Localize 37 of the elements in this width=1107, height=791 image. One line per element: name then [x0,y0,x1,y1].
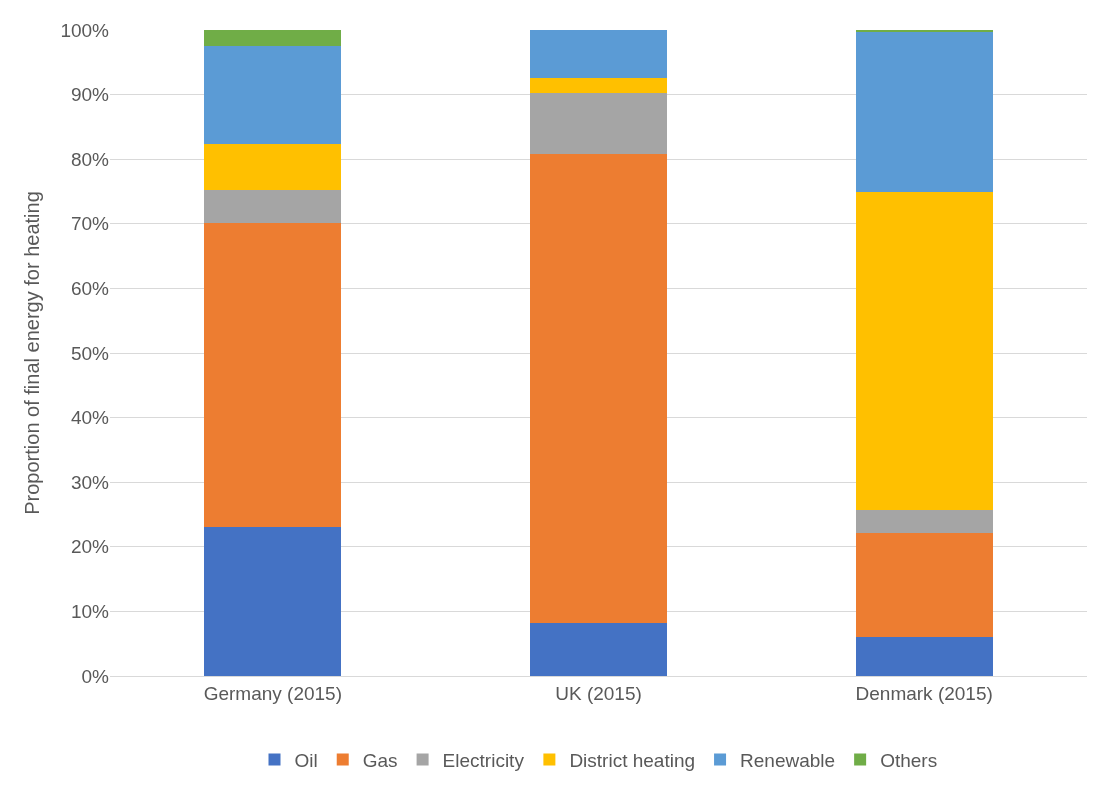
bar [204,30,342,47]
y-tick-label: 0% [81,665,110,687]
y-tick-label: 60% [70,278,110,300]
x-tick-label: UK (2015) [555,682,642,704]
bar [855,532,993,638]
legend-label: Renewable [740,749,836,771]
legend-label: District heating [569,749,696,771]
bar [530,30,667,79]
y-axis-title: Proportion of final energy for heating [20,191,43,515]
y-tick-label: 20% [70,536,110,558]
bar [204,189,342,223]
y-tick-label: 80% [70,148,110,170]
bar [530,154,667,624]
legend-label: Gas [362,749,398,771]
x-tick-label: Germany (2015) [203,682,342,704]
bar [204,144,342,190]
bar [855,191,993,510]
y-tick-label: 40% [70,407,110,429]
y-tick-label: 100% [60,19,110,41]
x-tick-label: Denmark (2015) [855,682,993,704]
y-tick-label: 70% [70,213,110,235]
bar [204,46,342,145]
y-tick-label: 50% [70,342,110,364]
y-tick-label: 30% [70,471,110,493]
bar [204,527,342,676]
bar [530,93,667,155]
y-tick-label: 90% [70,84,110,106]
bar [530,78,667,94]
legend-label: Others [880,749,938,771]
bar [855,31,993,192]
legend-label: Electricity [442,749,525,771]
legend-label: Oil [294,749,318,771]
bar [855,509,993,533]
bar [855,637,993,676]
y-tick-label: 10% [70,601,110,623]
bar [530,623,667,676]
bar [204,222,342,528]
